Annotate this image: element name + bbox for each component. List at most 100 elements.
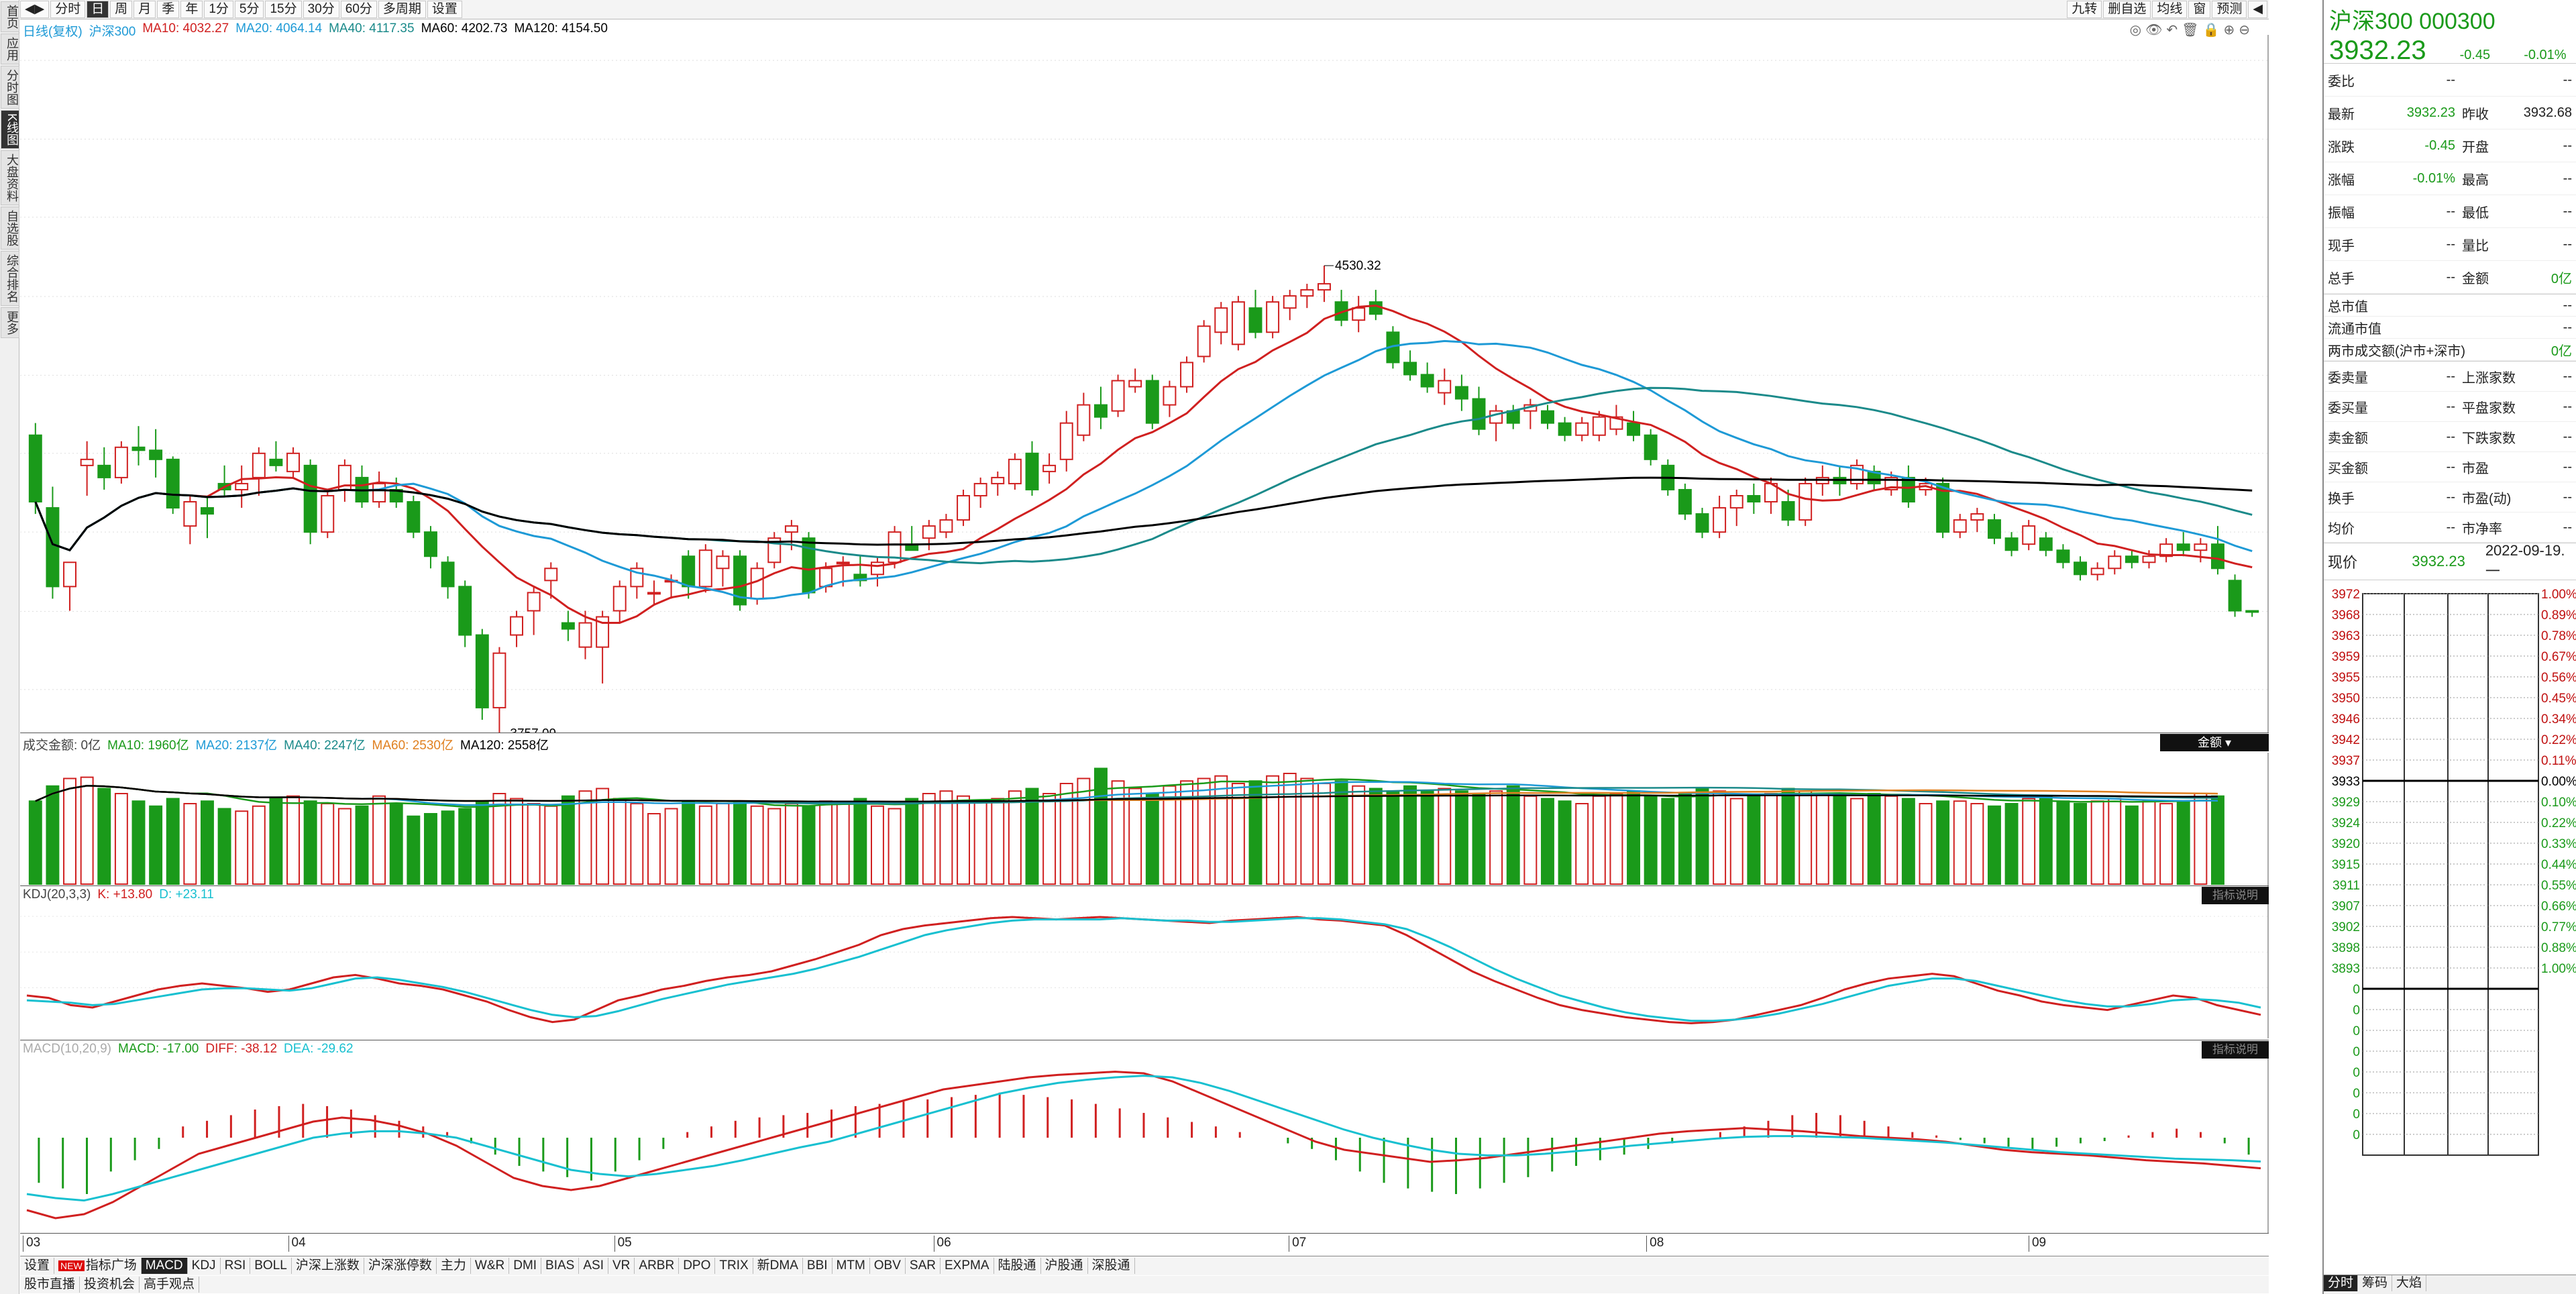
indicator-tab[interactable]: BBI [803,1258,833,1274]
info-tab[interactable]: 股市直播 [20,1277,80,1293]
candle-body [544,568,558,582]
volume-chart[interactable]: 459830771556 [20,753,2269,887]
quote-label: 平盘家数 [2462,400,2516,416]
toolbar-right-button[interactable]: 窗 [2188,1,2211,18]
ladder-price: 3911 [2332,879,2360,893]
info-tab[interactable]: 高手观点 [140,1277,200,1293]
indicator-tab[interactable]: TRIX [715,1258,753,1274]
left-nav-item[interactable]: 大盘资料 [1,150,19,206]
indicator-tab[interactable]: EXPMA [941,1258,994,1274]
indicator-tab[interactable]: MTM [833,1258,870,1274]
indicator-tab[interactable]: ARBR [635,1258,680,1274]
period-button[interactable]: 多周期 [378,1,426,18]
indicator-tab[interactable]: 沪深上涨数 [292,1258,364,1274]
candle-body [870,561,884,576]
high-annotation: 4530.32 [1335,259,1381,273]
toolbar-right-button[interactable]: 删自选 [2103,1,2151,18]
volume-bar [1575,803,1589,885]
left-nav-item[interactable]: 分时图 [1,66,19,109]
ladder-price: 3924 [2332,816,2361,830]
toolbar-right-button[interactable]: 均线 [2152,1,2188,18]
volume-mode-select[interactable]: 金额 ▾ [2160,734,2269,751]
candle-body [1025,452,1039,490]
indicator-tab-label: KDJ [191,1258,216,1273]
quote-label: 卖金额 [2328,431,2368,446]
kdj-help-button[interactable]: 指标说明 [2202,887,2269,904]
indicator-tab[interactable]: 沪深涨停数 [364,1258,437,1274]
period-button[interactable]: 年 [180,1,203,18]
candle-body [596,616,610,648]
candle-body [2159,543,2174,557]
candle-body [836,561,850,565]
period-button[interactable]: 1分 [204,1,233,18]
indicator-tab[interactable]: 沪股通 [1041,1258,1088,1274]
left-nav-item[interactable]: 自选股 [1,207,19,250]
period-button[interactable]: 15分 [265,1,302,18]
period-button[interactable]: 设置 [427,1,462,18]
price-chart[interactable]: 4869473946104479434942204090395938304530… [20,35,2269,733]
info-tab[interactable]: 投资机会 [80,1277,140,1293]
period-button[interactable]: 月 [133,1,156,18]
ladder-price: 3959 [2332,650,2360,664]
indicator-tab[interactable]: OBV [870,1258,906,1274]
candle-body [698,549,712,588]
quote-change: -0.45 [2459,48,2491,62]
volume-bar [423,813,437,885]
quote-row: 现手 -- 量比 -- [2324,228,2576,261]
quote-tab[interactable]: 大焰 [2392,1275,2427,1291]
left-nav-item[interactable]: 首页 [1,1,19,32]
period-button[interactable]: 分时 [50,1,86,18]
left-nav-item[interactable]: K线图 [1,110,19,150]
chart-tool-icons[interactable]: ◎👁↶🗑🔒⊕⊖ [2129,23,2254,38]
toolbar-fold-icon[interactable]: ◀ [2248,1,2267,18]
indicator-tab[interactable]: SAR [906,1258,941,1274]
ladder-price: 0 [2353,1128,2360,1142]
macd-help-button[interactable]: 指标说明 [2202,1041,2269,1059]
quote-label: 振幅 [2328,205,2355,221]
candle-body [1128,380,1142,388]
macd-chart[interactable]: +82.05+51.350-50.19-102.1 [20,1059,2269,1233]
period-button[interactable]: 日 [87,1,109,18]
period-button[interactable]: 60分 [340,1,377,18]
candle-body [1729,494,1743,509]
candle-body [2210,543,2224,570]
toolbar-right-button[interactable]: 九转 [2067,1,2102,18]
candle-body [423,531,437,557]
period-button[interactable]: 5分 [234,1,264,18]
toolbar-back-icon[interactable]: ◀▶ [20,1,50,18]
period-button[interactable]: 季 [157,1,180,18]
indicator-tab[interactable]: MACD [141,1258,188,1274]
left-nav-item[interactable]: 综合排名 [1,251,19,307]
quote-tab[interactable]: 分时 [2324,1275,2359,1291]
indicator-tab[interactable]: 新DMA [753,1258,803,1274]
indicator-tab[interactable]: BOLL [250,1258,292,1274]
volume-bar [1368,788,1383,885]
toolbar-right-button[interactable]: 预测 [2212,1,2247,18]
indicator-tab[interactable]: RSI [221,1258,251,1274]
candle-body [527,592,541,612]
indicator-tab[interactable]: ASI [579,1258,608,1274]
kdj-chart[interactable]: +95.56+66.00+36.43 [20,904,2269,1038]
indicator-tab[interactable]: BIAS [541,1258,580,1274]
indicator-tab[interactable]: 陆股通 [994,1258,1041,1274]
quote-value: 3932.68 [2523,105,2572,120]
indicator-tab[interactable]: DPO [679,1258,716,1274]
candle-body [1231,301,1245,345]
period-button[interactable]: 30分 [303,1,339,18]
indicator-tab[interactable]: VR [608,1258,635,1274]
indicator-tab[interactable]: 设置 [20,1258,55,1274]
volume-bar [269,798,283,885]
period-button[interactable]: 周 [110,1,133,18]
indicator-tab[interactable]: NEW 指标广场 [54,1258,142,1274]
volume-bar [1248,780,1263,885]
indicator-tab[interactable]: W&R [471,1258,510,1274]
left-nav-item[interactable]: 更多 [1,307,19,339]
indicator-tab-label: 指标广场 [85,1258,137,1273]
indicator-tab[interactable]: 深股通 [1088,1258,1135,1274]
indicator-tab[interactable]: KDJ [188,1258,221,1274]
indicator-tab[interactable]: DMI [509,1258,542,1274]
left-nav-item[interactable]: 应用 [1,34,19,64]
quote-row: 两市成交额(沪市+深市) 0亿 [2324,339,2576,361]
quote-tab[interactable]: 筹码 [2358,1275,2393,1291]
indicator-tab[interactable]: 主力 [437,1258,471,1274]
